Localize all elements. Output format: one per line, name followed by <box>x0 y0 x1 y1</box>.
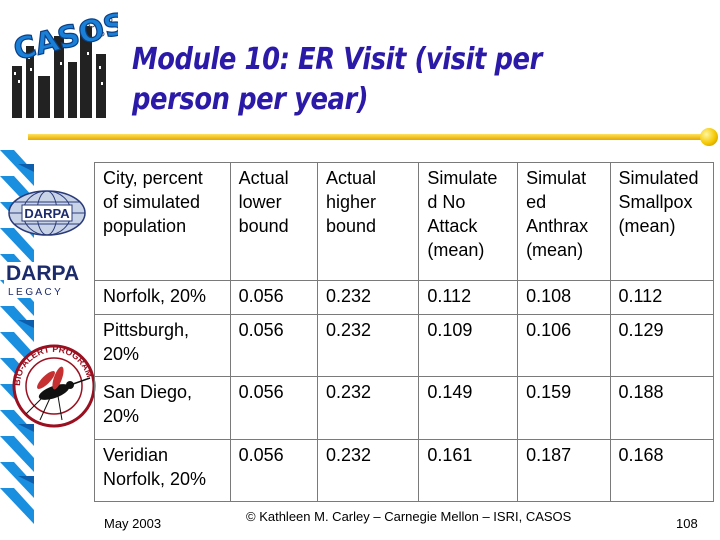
cell-value: 0.109 <box>418 314 519 378</box>
cell-city: San Diego, 20% <box>94 376 231 440</box>
cell-value: 0.112 <box>609 279 714 316</box>
er-visit-table: City, percent of simulated population Ac… <box>94 162 714 503</box>
darpa-legacy-logo: DARPA L E G A C Y <box>4 262 100 298</box>
corner-ornament <box>700 128 718 146</box>
darpa-logo: DARPA <box>6 188 88 238</box>
cell-value: 0.187 <box>517 438 611 503</box>
footer-copyright: © Kathleen M. Carley – Carnegie Mellon –… <box>246 509 572 524</box>
header-simulated-smallpox: Simulated Smallpox (mean) <box>609 162 714 281</box>
legacy-logo-bottom: L E G A C Y <box>8 287 61 298</box>
table-row: San Diego, 20% 0.056 0.232 0.149 0.159 0… <box>94 376 714 440</box>
table-header-row: City, percent of simulated population Ac… <box>94 162 714 281</box>
cell-value: 0.112 <box>418 279 519 316</box>
cell-value: 0.149 <box>418 376 519 440</box>
mosquito-icon <box>25 366 91 421</box>
cell-value: 0.056 <box>229 376 319 440</box>
cell-value: 0.168 <box>609 438 714 503</box>
page-number: 108 <box>676 516 698 531</box>
cell-value: 0.108 <box>517 279 611 316</box>
header-actual-lower: Actual lower bound <box>229 162 319 281</box>
cell-value: 0.232 <box>317 376 420 440</box>
darpa-logo-text: DARPA <box>24 206 70 221</box>
cell-value: 0.056 <box>229 279 319 316</box>
header-city: City, percent of simulated population <box>94 162 231 281</box>
cell-value: 0.232 <box>317 279 420 316</box>
cell-value: 0.056 <box>229 438 319 503</box>
table-row: Pittsburgh, 20% 0.056 0.232 0.109 0.106 … <box>94 314 714 378</box>
cell-value: 0.232 <box>317 314 420 378</box>
cell-value: 0.056 <box>229 314 319 378</box>
bio-alert-logo: BIO-ALERT PROGRAM <box>10 338 98 434</box>
cell-value: 0.232 <box>317 438 420 503</box>
cell-value: 0.188 <box>609 376 714 440</box>
cell-value: 0.106 <box>517 314 611 378</box>
header-simulated-anthrax: Simulat ed Anthrax (mean) <box>517 162 611 281</box>
casos-logo: CASOS <box>6 6 130 124</box>
title-underline <box>28 134 704 140</box>
cell-value: 0.161 <box>418 438 519 503</box>
cell-value: 0.159 <box>517 376 611 440</box>
cell-city: Norfolk, 20% <box>94 279 231 316</box>
legacy-logo-top: DARPA <box>6 262 79 285</box>
page-title: Module 10: ER Visit (visit per person pe… <box>132 42 542 117</box>
footer-date: May 2003 <box>104 516 162 531</box>
cell-value: 0.129 <box>609 314 714 378</box>
header-simulated-no-attack: Simulate d No Attack (mean) <box>418 162 519 281</box>
header-actual-higher: Actual higher bound <box>317 162 420 281</box>
cell-city: Veridian Norfolk, 20% <box>94 438 231 503</box>
cell-city: Pittsburgh, 20% <box>94 314 231 378</box>
table-row: Norfolk, 20% 0.056 0.232 0.112 0.108 0.1… <box>94 279 714 316</box>
table-row: Veridian Norfolk, 20% 0.056 0.232 0.161 … <box>94 438 714 503</box>
